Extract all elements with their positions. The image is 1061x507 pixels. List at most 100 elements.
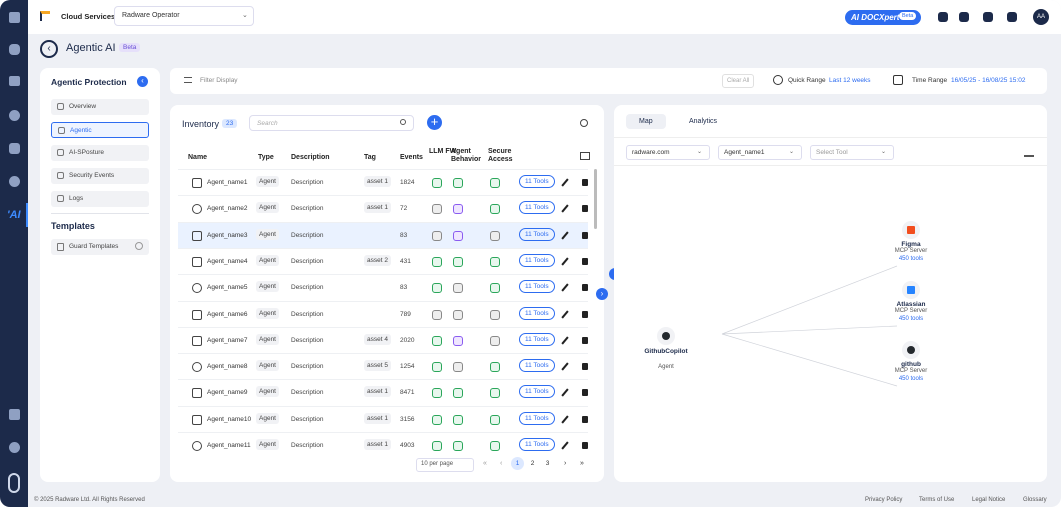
filter-value[interactable]: radware.com [632,149,670,156]
agent-name[interactable]: Agent_name2 [207,205,248,213]
node-name[interactable]: GithubCopilot [644,348,688,355]
filter-select[interactable] [810,145,894,160]
column-header[interactable]: Type [258,154,274,161]
node-tools[interactable]: 450 tools [898,376,924,382]
top-icon[interactable] [1007,12,1017,22]
table-row[interactable]: Agent_name6 Agent Description 789 11 Tools [178,300,588,327]
footer-link[interactable]: Terms of Use [919,497,955,503]
nav-label[interactable]: Security Events [69,172,115,179]
tab[interactable]: Map [626,114,666,129]
add-button[interactable]: + [427,115,442,130]
agent-name[interactable]: Agent_name10 [207,415,252,423]
edit-icon[interactable] [561,178,569,187]
table-row[interactable]: Agent_name7 Agent Description asset 4 2020 11… [178,326,588,353]
footer-link[interactable]: Glossary [1023,497,1047,503]
delete-icon[interactable] [582,257,588,265]
column-header[interactable]: Name [188,154,208,161]
rail-icon[interactable] [9,12,20,23]
agent-name[interactable]: Agent_name11 [207,442,251,449]
delete-icon[interactable] [582,363,588,371]
next-page[interactable]: › [564,460,567,467]
rail-icon[interactable] [9,409,20,420]
agent-name[interactable]: Agent_name5 [207,284,248,292]
node-name[interactable]: Atlassian [896,301,926,308]
nav-label[interactable]: AI-SPosture [69,149,105,156]
nav-label[interactable]: Agentic [70,127,92,134]
agent-name[interactable]: Agent_name9 [207,389,248,397]
tools-chip[interactable]: 11 Tools [519,280,555,294]
delete-icon[interactable] [582,442,588,449]
delete-icon[interactable] [582,336,588,344]
user-avatar[interactable]: AA [1033,9,1049,25]
rail-ai-label[interactable]: 'AI [7,209,21,221]
tools-chip[interactable]: 11 Tools [519,385,555,399]
column-header[interactable]: LLM FW [429,148,457,155]
prev-page[interactable]: ‹ [500,460,503,467]
tools-chip[interactable]: 11 Tools [519,411,555,425]
tools-chip[interactable]: 11 Tools [519,175,555,188]
rail-icon[interactable] [9,442,20,453]
table-row[interactable]: Agent_name2 Agent Description asset 1 72 11 T… [178,195,588,221]
filter-select[interactable] [718,145,802,160]
footer-link[interactable]: Privacy Policy [865,497,903,503]
agent-name[interactable]: Agent_name6 [207,310,248,318]
nav-label[interactable]: Logs [69,195,84,202]
delete-icon[interactable] [582,415,588,423]
table-row[interactable]: Agent_name4 Agent Description asset 2 431 11 … [178,247,588,274]
refresh-icon[interactable] [580,119,588,127]
time-range-value[interactable]: 16/05/25 - 16/08/25 15:02 [951,77,1026,84]
tools-chip[interactable]: 11 Tools [519,438,555,451]
nav-label[interactable]: Overview [69,103,97,110]
page-number[interactable]: 3 [545,460,550,467]
nav-item[interactable]: Logs [51,191,149,207]
page-number[interactable]: 2 [530,460,535,467]
edit-icon[interactable] [561,204,569,213]
collapse-right[interactable]: › [596,288,608,300]
rail-icon[interactable] [9,76,20,86]
top-icon[interactable] [938,12,948,22]
delete-icon[interactable] [582,205,588,213]
column-header[interactable]: Tag [364,154,376,161]
agent-name[interactable]: Agent_name3 [207,231,248,239]
edit-icon[interactable] [561,336,569,345]
quick-range-value[interactable]: Last 12 weeks [829,77,871,84]
table-row[interactable]: Agent_name9 Agent Description asset 1 8471 11… [178,379,588,405]
last-page[interactable]: » [580,460,584,467]
edit-icon[interactable] [561,441,569,450]
tenant[interactable]: Radware Operator [122,12,180,19]
filter-input[interactable]: Filter Display [200,77,238,84]
tab[interactable]: Analytics [689,118,718,125]
table-row[interactable]: Agent_name11 Agent Description asset 1 4903 1… [178,432,588,458]
delete-icon[interactable] [582,179,588,186]
columns-icon[interactable] [580,152,590,160]
filter-value[interactable]: Select Tool [816,149,848,156]
column-header[interactable]: Secure Access [488,148,513,163]
tools-chip[interactable]: 11 Tools [519,253,555,267]
filter-select[interactable] [626,145,710,160]
agent-name[interactable]: Agent_name8 [207,363,248,371]
search-input[interactable]: Search [257,120,278,127]
edit-icon[interactable] [561,257,569,266]
agent-name[interactable]: Agent_name4 [207,257,248,265]
footer-link[interactable]: Legal Notice [972,497,1006,503]
per-page-select[interactable] [416,458,474,472]
tools-chip[interactable]: 11 Tools [519,359,555,373]
docs-label[interactable]: AI DOCXpert [851,13,900,22]
rail-icon[interactable] [8,473,20,493]
table-row[interactable]: Agent_name8 Agent Description asset 5 1254 11… [178,353,588,379]
table-row[interactable]: Agent_name1 Agent Description asset 1 1824 11… [178,169,588,195]
tools-chip[interactable]: 11 Tools [519,227,555,241]
edit-icon[interactable] [561,362,569,371]
rail-icon[interactable] [9,176,20,187]
table-row[interactable]: Agent_name3 Agent Description 83 11 Tools [178,221,588,248]
edit-icon[interactable] [561,309,569,319]
table-row[interactable]: Agent_name5 Agent Description 83 11 Tools [178,274,588,300]
nav-item[interactable]: Overview [51,99,149,115]
table-row[interactable]: Agent_name10 Agent Description asset 1 3156 1… [178,405,588,432]
delete-icon[interactable] [582,389,588,397]
delete-icon[interactable] [582,310,588,318]
delete-icon[interactable] [582,231,588,239]
column-header[interactable]: Agent Behavior [451,148,481,163]
tenant-select[interactable] [114,6,254,26]
tools-chip[interactable]: 11 Tools [519,201,555,215]
